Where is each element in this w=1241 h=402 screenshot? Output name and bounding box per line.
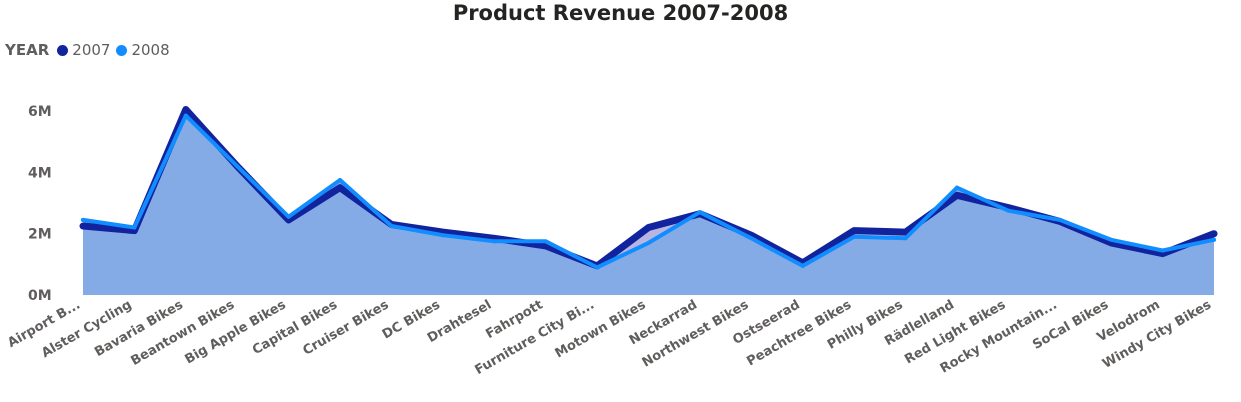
point-2007-1[interactable]	[132, 228, 137, 233]
point-2007-4[interactable]	[286, 217, 291, 222]
point-2007-9[interactable]	[543, 243, 548, 248]
chart-title: Product Revenue 2007-2008	[452, 1, 789, 25]
legend-item-2008[interactable]: 2008	[116, 41, 170, 59]
point-2008-17[interactable]	[954, 185, 959, 190]
legend-label-2007: 2007	[72, 41, 111, 59]
point-2008-8[interactable]	[492, 239, 497, 244]
legend-title: YEAR	[5, 41, 50, 59]
point-2007-11[interactable]	[646, 225, 651, 230]
point-2007-16[interactable]	[903, 230, 908, 235]
y-tick-label: 6M	[28, 104, 52, 120]
point-2008-4[interactable]	[286, 214, 291, 219]
legend-label-2008: 2008	[131, 41, 170, 59]
point-2008-5[interactable]	[338, 178, 343, 182]
legend: YEAR 2007 2008	[5, 40, 176, 60]
point-2008-18[interactable]	[1006, 208, 1011, 213]
x-tick-label: Capital Bikes	[250, 297, 340, 358]
legend-marker-2008	[116, 44, 128, 56]
point-2008-2[interactable]	[183, 113, 188, 118]
point-2007-2[interactable]	[183, 107, 188, 112]
legend-item-2007[interactable]: 2007	[57, 41, 110, 59]
point-2008-11[interactable]	[646, 240, 651, 245]
line-layer	[79, 106, 1218, 270]
point-2008-9[interactable]	[543, 239, 548, 244]
x-tick-label: Cruiser Bikes	[300, 297, 391, 358]
x-tick-label: Alster Cycling	[39, 297, 134, 361]
y-tick-label: 2M	[28, 227, 52, 243]
point-2008-7[interactable]	[440, 233, 445, 238]
point-2008-19[interactable]	[1057, 217, 1062, 222]
legend-marker-2007	[57, 44, 69, 56]
point-2008-22[interactable]	[1212, 237, 1216, 242]
y-axis: 0M 2M 4M 6M	[28, 104, 52, 304]
point-2008-10[interactable]	[595, 265, 600, 270]
area-layer	[83, 109, 1214, 295]
point-2008-16[interactable]	[903, 236, 908, 241]
point-2008-12[interactable]	[697, 210, 702, 215]
point-2008-0[interactable]	[81, 217, 85, 222]
point-2008-14[interactable]	[800, 263, 805, 268]
point-2008-3[interactable]	[235, 164, 240, 169]
point-2007-21[interactable]	[1160, 251, 1165, 256]
point-2008-15[interactable]	[852, 234, 857, 239]
point-2008-21[interactable]	[1160, 248, 1165, 253]
x-tick-label: Motown Bikes	[553, 297, 649, 361]
point-2007-17[interactable]	[954, 193, 959, 198]
point-2007-22[interactable]	[1212, 231, 1216, 236]
area-2008	[83, 115, 1214, 295]
point-2008-20[interactable]	[1109, 237, 1114, 242]
y-tick-label: 4M	[28, 165, 52, 181]
point-2007-5[interactable]	[338, 185, 343, 190]
point-2007-0[interactable]	[81, 224, 85, 228]
point-2008-1[interactable]	[132, 225, 137, 230]
point-2007-15[interactable]	[852, 228, 857, 233]
point-2008-13[interactable]	[749, 236, 754, 241]
point-2008-6[interactable]	[389, 224, 394, 228]
y-tick-label: 0M	[28, 288, 52, 304]
